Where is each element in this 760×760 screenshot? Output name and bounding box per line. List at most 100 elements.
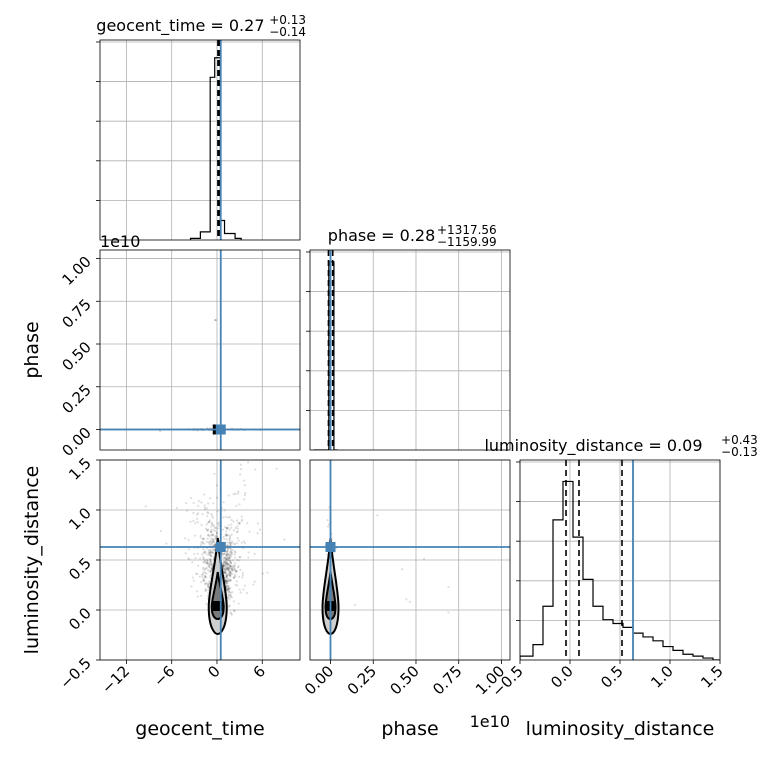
sample-point xyxy=(225,588,229,591)
sample-point xyxy=(229,579,232,582)
sample-point xyxy=(187,548,191,551)
y-axis-phase: 0.00 0.25 0.50 0.75 1.00 phase xyxy=(21,253,100,460)
sample-point xyxy=(230,596,233,599)
sample-point xyxy=(226,565,229,568)
sample-point xyxy=(229,579,232,582)
sample-point xyxy=(203,579,206,583)
sample-point xyxy=(209,577,212,580)
sample-point xyxy=(215,532,218,535)
sample-point xyxy=(226,574,229,577)
sample-point xyxy=(221,554,224,557)
y-tick-label: 0.00 xyxy=(58,424,94,460)
sample-point xyxy=(228,604,231,607)
sample-point xyxy=(212,502,215,505)
sample-point xyxy=(237,522,240,525)
sample-point xyxy=(199,534,202,537)
sample-point xyxy=(207,565,210,568)
sample-point xyxy=(213,526,216,529)
title-lower: −0.13 xyxy=(721,445,758,459)
sample-point xyxy=(224,570,227,573)
sample-point xyxy=(238,559,241,562)
x-tick-label: 0 xyxy=(204,662,223,681)
sample-point xyxy=(224,526,227,529)
sample-point xyxy=(185,509,189,512)
sample-point xyxy=(209,551,212,554)
sample-point xyxy=(327,525,330,528)
sample-point xyxy=(208,561,211,565)
x-tick-label: −6 xyxy=(150,662,178,690)
sample-point xyxy=(224,534,228,537)
sample-point xyxy=(201,537,205,540)
sample-point xyxy=(209,539,212,543)
sample-point xyxy=(205,528,209,532)
x-tick-label: 0.75 xyxy=(429,662,465,698)
sample-point xyxy=(205,576,208,579)
sample-point xyxy=(236,525,239,528)
sample-point xyxy=(235,542,239,545)
sample-point xyxy=(253,552,256,555)
sample-point xyxy=(225,574,228,577)
sample-point xyxy=(200,523,203,527)
sample-point xyxy=(196,517,199,520)
sample-point xyxy=(222,553,225,556)
sample-point xyxy=(208,570,211,573)
sample-point xyxy=(228,563,231,566)
sample-point xyxy=(243,498,246,501)
sample-point xyxy=(224,515,227,519)
sample-point xyxy=(203,558,206,561)
sample-point xyxy=(230,518,233,522)
sample-point xyxy=(202,570,205,574)
title-lower: −1159.99 xyxy=(437,235,497,249)
sample-point xyxy=(225,575,228,578)
panel-contents xyxy=(310,460,510,660)
title-upper: +0.43 xyxy=(721,433,758,447)
sample-point xyxy=(227,586,230,589)
sample-point xyxy=(224,580,228,583)
sample-point xyxy=(237,602,240,605)
x-offset-text: 1e10 xyxy=(470,712,510,731)
sample-point xyxy=(228,554,231,557)
sample-point xyxy=(239,473,242,476)
sample-point xyxy=(205,558,209,561)
sample-point xyxy=(207,588,210,592)
sample-point xyxy=(188,558,191,561)
sample-point xyxy=(227,557,230,560)
sample-point xyxy=(203,582,206,586)
sample-point xyxy=(206,560,209,563)
sample-point xyxy=(231,568,234,571)
sample-point xyxy=(236,536,239,540)
sample-point xyxy=(247,551,250,554)
sample-point xyxy=(207,569,210,572)
sample-point xyxy=(209,560,212,563)
sample-point xyxy=(246,522,249,525)
sample-point xyxy=(196,513,199,516)
sample-point xyxy=(203,508,207,511)
sample-point xyxy=(228,567,231,570)
sample-point xyxy=(229,559,232,563)
sample-point xyxy=(240,541,243,544)
sample-point xyxy=(241,576,244,579)
sample-point xyxy=(210,563,213,566)
sample-point xyxy=(213,548,216,551)
sample-point xyxy=(227,591,230,594)
sample-point xyxy=(201,542,204,545)
panel-frame xyxy=(99,249,301,451)
sample-point xyxy=(202,567,205,571)
sample-point xyxy=(159,529,162,533)
sample-point xyxy=(227,567,230,570)
sample-point xyxy=(224,561,227,564)
sample-point xyxy=(208,580,211,583)
sample-point xyxy=(235,558,239,562)
x-tick-label: 0.25 xyxy=(344,662,380,698)
sample-point xyxy=(212,540,215,543)
sample-point xyxy=(213,552,216,555)
sample-point xyxy=(227,585,230,588)
sample-point xyxy=(209,559,212,562)
sample-point xyxy=(213,538,216,541)
sample-point xyxy=(266,571,269,574)
sample-point xyxy=(226,587,229,590)
sample-point xyxy=(230,561,233,565)
sample-point xyxy=(203,575,207,578)
sample-point xyxy=(227,557,231,560)
sample-point xyxy=(187,557,190,560)
